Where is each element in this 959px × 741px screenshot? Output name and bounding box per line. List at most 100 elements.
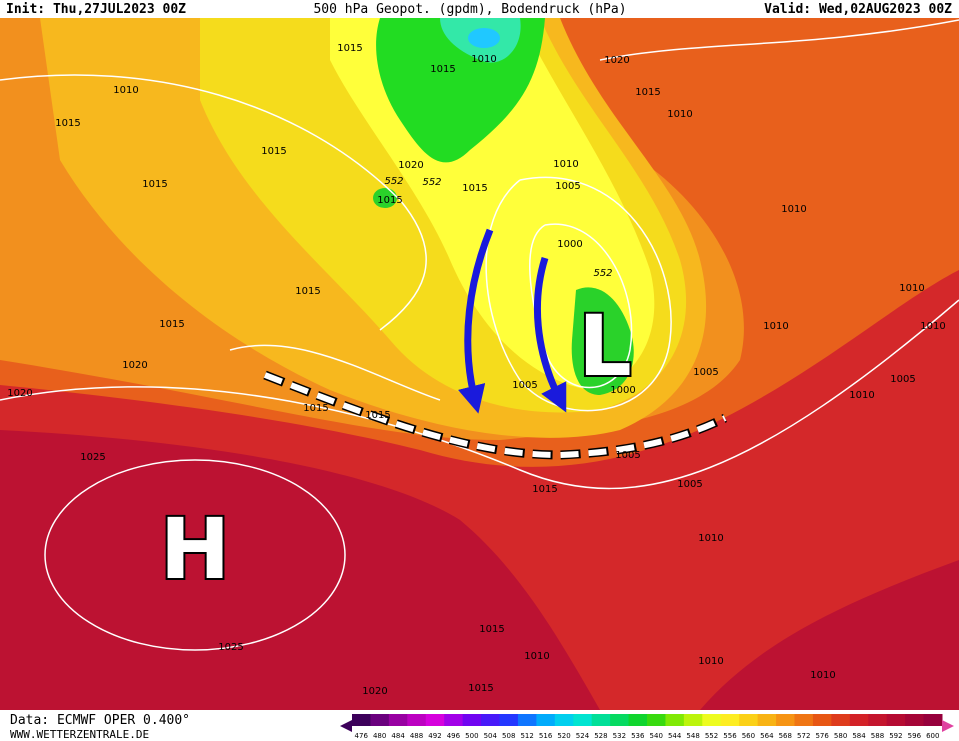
- colorbar-label: 580: [834, 732, 847, 740]
- isobar-label: 1010: [698, 533, 723, 544]
- isobar-label: 1020: [362, 686, 387, 697]
- colorbar-label: 592: [889, 732, 902, 740]
- isobar-label: 1010: [763, 321, 788, 332]
- colorbar-label: 508: [502, 732, 515, 740]
- field-blue: [468, 28, 500, 48]
- flow-arrow: [458, 228, 494, 414]
- isobar-label: 1015: [430, 64, 455, 75]
- colorbar-cell: [739, 714, 759, 726]
- colorbar-cell: [757, 714, 777, 726]
- isobar-label: 1025: [218, 642, 243, 653]
- field-green-low: [571, 287, 634, 395]
- isobar-label: 1010: [524, 651, 549, 662]
- isobar-label: 1015: [261, 146, 286, 157]
- geopotential-label: 552: [384, 176, 403, 187]
- colorbar-cell: [610, 714, 630, 726]
- colorbar-cell: [554, 714, 574, 726]
- colorbar-cell: [591, 714, 611, 726]
- isobar-label: 1015: [159, 319, 184, 330]
- init-time: Init: Thu,27JUL2023 00Z: [6, 2, 186, 17]
- isobar-label: 1015: [532, 484, 557, 495]
- isobar-label: 1010: [920, 321, 945, 332]
- colorbar-cell: [407, 714, 427, 726]
- colorbar-cell: [665, 714, 685, 726]
- front-line: [263, 372, 727, 459]
- colorbar-label: 488: [410, 732, 423, 740]
- colorbar-label: 512: [520, 732, 533, 740]
- colorbar-label: 560: [742, 732, 755, 740]
- colorbar-label: 536: [631, 732, 645, 740]
- colorbar-arrow-right: [942, 720, 954, 732]
- colorbar-label: 568: [779, 732, 792, 740]
- colorbar-label: 540: [650, 732, 663, 740]
- isobar-label: 1010: [667, 109, 692, 120]
- isobar-label: 1015: [295, 286, 320, 297]
- geopotential-label: 552: [593, 268, 612, 279]
- isobar-label: 1005: [512, 380, 537, 391]
- map-title: 500 hPa Geopot. (gpdm), Bodendruck (hPa): [313, 2, 626, 17]
- colorbar-cell: [499, 714, 519, 726]
- colorbar-cell: [812, 714, 832, 726]
- colorbar-cell: [702, 714, 722, 726]
- data-source: Data: ECMWF OPER 0.400°: [10, 713, 190, 728]
- isobar-label: 1000: [610, 385, 635, 396]
- header-bar: [0, 0, 959, 18]
- colorbar-cell: [683, 714, 703, 726]
- colorbar-label: 576: [815, 732, 829, 740]
- isobar-label: 1010: [781, 204, 806, 215]
- valid-time: Valid: Wed,02AUG2023 00Z: [764, 2, 952, 17]
- isobar-label: 1020: [604, 55, 629, 66]
- isobar-label: 1015: [377, 195, 402, 206]
- colorbar-cell: [573, 714, 593, 726]
- isobar-label: 1015: [365, 410, 390, 421]
- isobar-label: 1005: [890, 374, 915, 385]
- site: WWW.WETTERZENTRALE.DE: [10, 728, 149, 741]
- colorbar-label: 564: [760, 732, 774, 740]
- colorbar-arrow-left: [340, 720, 352, 732]
- colorbar-cell: [794, 714, 814, 726]
- isobar-label: 1010: [698, 656, 723, 667]
- isobar-label: 1015: [462, 183, 487, 194]
- colorbar-cell: [647, 714, 666, 726]
- colorbar-cell: [444, 714, 464, 726]
- colorbar-cell: [628, 714, 648, 726]
- isobar-label: 1015: [142, 179, 167, 190]
- colorbar-label: 520: [557, 732, 570, 740]
- isobar-label: 1000: [557, 239, 582, 250]
- isobar-label: 1010: [553, 159, 578, 170]
- isobar-label: 1010: [849, 390, 874, 401]
- colorbar-label: 556: [723, 732, 737, 740]
- colorbar-cell: [831, 714, 851, 726]
- isobar-label: 1005: [677, 479, 702, 490]
- colorbar-label: 492: [428, 732, 441, 740]
- colorbar-cell: [425, 714, 445, 726]
- colorbar-label: 552: [705, 732, 718, 740]
- field-crimson-east: [700, 560, 959, 710]
- colorbar-cell: [776, 714, 795, 726]
- colorbar-cell: [868, 714, 888, 726]
- high-pressure: H: [160, 500, 230, 598]
- isobars: [0, 19, 959, 651]
- colorbar-label: 532: [613, 732, 626, 740]
- isobar-label: 1015: [337, 43, 362, 54]
- isobar-label: 1010: [113, 85, 138, 96]
- colorbar-cell: [388, 714, 408, 726]
- field-green-small: [373, 188, 397, 208]
- isobar-label: 1015: [55, 118, 80, 129]
- colorbar-cell: [481, 714, 500, 726]
- isobar-label: 1005: [555, 181, 580, 192]
- low-pressure: L: [578, 297, 632, 395]
- colorbar-cell: [517, 714, 537, 726]
- colorbar-label: 528: [594, 732, 607, 740]
- isobar-label: 1015: [303, 403, 328, 414]
- isobar-label: 1025: [80, 452, 105, 463]
- colorbar-cell: [886, 714, 906, 726]
- colorbar-label: 524: [576, 732, 590, 740]
- colorbar-cell: [849, 714, 869, 726]
- colorbar-label: 584: [852, 732, 866, 740]
- colorbar-cell: [923, 714, 943, 726]
- flow-arrow: [533, 256, 567, 413]
- colorbar-label: 480: [373, 732, 386, 740]
